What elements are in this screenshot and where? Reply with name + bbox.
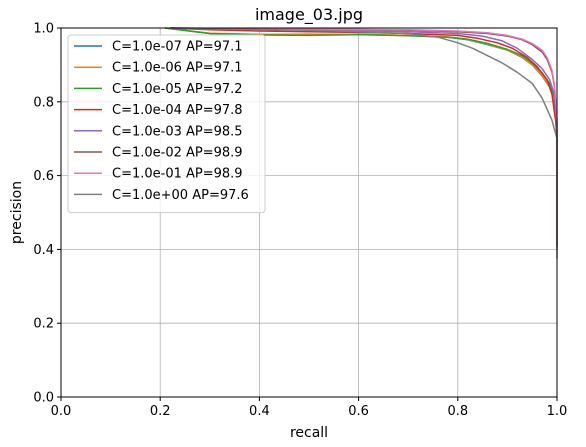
legend-box: [67, 34, 266, 214]
x-tick-label: 0.0: [51, 404, 72, 419]
series-layer: [165, 27, 558, 259]
series-line-6: [170, 27, 558, 242]
x-tick-label: 0.2: [150, 404, 171, 419]
x-tick-label: 1.0: [547, 404, 568, 419]
legend-label-4: C=1.0e-03 AP=98.5: [112, 124, 243, 139]
y-tick-label: 0.8: [33, 95, 54, 110]
series-line-3: [170, 27, 558, 242]
legend-label-1: C=1.0e-06 AP=97.1: [112, 61, 243, 76]
legend-label-2: C=1.0e-05 AP=97.2: [112, 82, 243, 97]
series-line-7: [170, 27, 558, 259]
y-axis-label: precision: [9, 181, 25, 244]
y-tick-label: 0.2: [33, 317, 54, 332]
y-tick-label: 0.4: [33, 243, 54, 258]
x-tick-label: 0.4: [249, 404, 270, 419]
series-line-2: [165, 27, 558, 250]
y-tick-label: 0.0: [33, 391, 54, 406]
y-tick-label: 1.0: [33, 22, 54, 37]
legend-label-5: C=1.0e-02 AP=98.9: [112, 146, 243, 161]
x-tick-label: 0.8: [447, 404, 468, 419]
legend-label-6: C=1.0e-01 AP=98.9: [112, 167, 243, 182]
y-tick-label: 0.6: [33, 169, 54, 184]
x-axis-label: recall: [290, 425, 328, 441]
legend-label-3: C=1.0e-04 AP=97.8: [112, 103, 243, 118]
x-tick-label: 0.6: [348, 404, 369, 419]
ticks-layer: 0.0 0.2 0.4 0.6 0.8 1.0 0.0 0.2 0.4 0.6 0.8 1.0: [33, 22, 567, 420]
legend-label-7: C=1.0e+00 AP=97.6: [112, 188, 249, 203]
chart-title: image_03.jpg: [255, 5, 363, 25]
legend-label-0: C=1.0e-07 AP=97.1: [112, 40, 243, 55]
legend: C=1.0e-07 AP=97.1 C=1.0e-06 AP=97.1 C=1.0e…: [67, 34, 266, 214]
plot-frame: [60, 27, 558, 398]
